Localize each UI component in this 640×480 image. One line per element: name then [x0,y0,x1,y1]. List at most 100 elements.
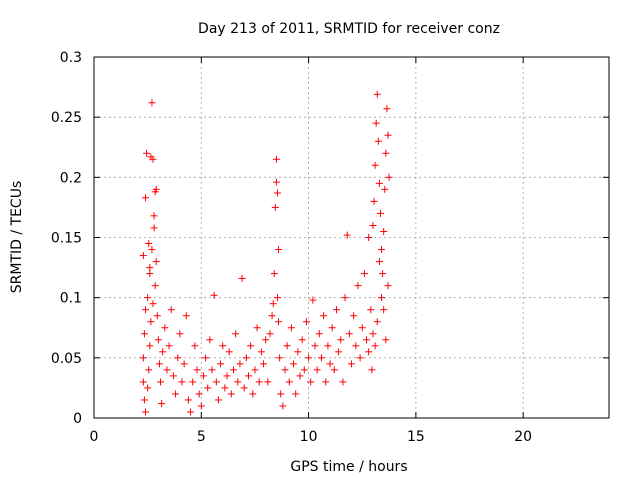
data-point [348,360,355,368]
data-point [142,408,149,416]
data-point [264,378,272,386]
data-point [380,227,388,235]
data-point [281,366,289,374]
data-point [373,90,381,98]
data-point [143,149,151,157]
data-point [187,408,195,416]
data-point [287,324,295,332]
y-tick-label: 0.2 [60,170,82,186]
data-point [270,270,278,278]
data-point [272,178,280,186]
data-point [223,372,231,380]
data-point [255,378,263,386]
data-point [339,378,347,386]
data-point [381,185,389,193]
data-point [337,336,345,344]
data-point [151,282,159,290]
y-tick-label: 0.3 [60,50,82,66]
data-point [144,294,152,302]
data-point [326,360,334,368]
data-point [365,348,373,356]
data-point [139,252,147,260]
data-point [247,342,255,350]
data-point [236,360,244,368]
y-tick-label: 0 [73,411,82,427]
data-point [210,291,218,299]
data-point [146,270,154,278]
data-point [262,336,270,344]
data-point [296,372,304,380]
data-point [332,306,340,314]
data-point [322,378,330,386]
data-point [163,366,171,374]
data-point [328,324,336,332]
data-point [148,246,156,254]
data-point [350,312,358,320]
y-tick-label: 0.15 [51,231,82,247]
data-point [139,354,147,362]
data-point [234,378,242,386]
data-point [380,306,388,314]
data-point [145,240,153,248]
data-point [367,306,375,314]
data-point [154,336,162,344]
data-point [153,312,161,320]
data-point [229,366,237,374]
data-point [271,203,279,211]
data-point [384,131,392,139]
data-point [242,354,250,362]
data-point [266,330,274,338]
data-point [165,342,173,350]
data-point [140,396,148,404]
data-point [285,378,293,386]
data-point [202,354,210,362]
data-point [375,179,383,187]
data-point [382,336,390,344]
data-point [352,342,360,350]
y-axis-label: SRMTID / TECUs [9,181,25,294]
data-point [382,149,390,157]
data-point [232,330,240,338]
data-point [199,372,207,380]
data-point [276,354,284,362]
data-point [378,246,386,254]
data-point [225,348,233,356]
data-point [277,390,285,398]
axis-ticks [93,56,609,419]
data-point [145,366,153,374]
data-point [142,194,149,202]
data-point [238,274,246,282]
data-point [219,342,227,350]
data-point [150,212,158,220]
data-point [275,318,283,326]
data-point [330,366,338,374]
data-point [227,390,235,398]
data-point [360,270,368,278]
data-point [275,246,283,254]
data-point [212,378,220,386]
data-point [294,348,302,356]
data-point [245,372,252,380]
chart-title: Day 213 of 2011, SRMTID for receiver con… [198,21,500,37]
data-point [290,360,298,368]
data-point [155,360,163,368]
data-point [313,366,321,374]
data-point [383,105,391,113]
data-point [365,234,373,241]
data-point [370,197,378,205]
data-point [191,342,199,350]
data-point [374,137,382,145]
data-point [300,366,308,374]
data-point [142,306,149,314]
y-tick-label: 0.1 [60,291,82,307]
data-point [149,300,157,308]
data-point [305,354,313,362]
data-point [385,173,393,181]
data-point [369,221,377,229]
data-point [146,264,154,272]
data-point [358,324,366,332]
data-point [157,378,165,386]
x-tick-label: 0 [90,429,99,445]
x-tick-label: 15 [407,429,425,445]
